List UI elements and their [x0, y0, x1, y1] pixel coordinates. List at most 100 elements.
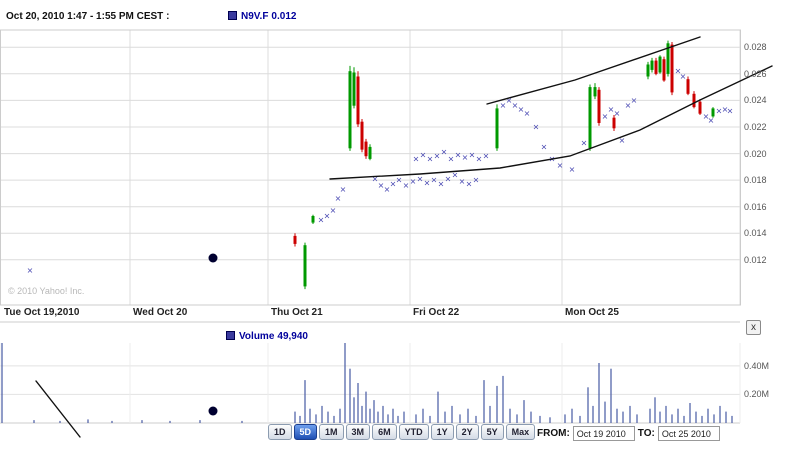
svg-text:×: ×: [417, 174, 424, 183]
svg-text:×: ×: [703, 112, 710, 121]
range-button-1y[interactable]: 1Y: [430, 424, 454, 440]
svg-text:×: ×: [469, 150, 476, 159]
range-button-2y[interactable]: 2Y: [455, 424, 479, 440]
svg-text:×: ×: [378, 181, 385, 190]
volume-legend: Volume 49,940: [226, 331, 311, 342]
range-button-5d[interactable]: 5D: [293, 424, 318, 440]
svg-text:×: ×: [722, 105, 729, 114]
price-tick-label: 0.028: [744, 42, 767, 53]
volume-plot: [0, 321, 741, 424]
svg-text:×: ×: [466, 180, 473, 189]
svg-text:×: ×: [476, 154, 483, 163]
date-tick-label: Thu Oct 21: [271, 307, 323, 318]
date-tick-label: Mon Oct 25: [565, 307, 619, 318]
close-button[interactable]: x: [746, 320, 761, 335]
svg-text:×: ×: [455, 150, 462, 159]
range-button-3m[interactable]: 3M: [345, 424, 371, 440]
last-price-label: 0.012: [271, 11, 297, 22]
copyright-label: © 2010 Yahoo! Inc.: [8, 286, 85, 296]
chart-header: Oct 20, 2010 1:47 - 1:55 PM CEST :: [6, 11, 169, 22]
volume-value: 49,940: [277, 331, 308, 342]
svg-text:×: ×: [424, 178, 431, 187]
svg-text:×: ×: [452, 170, 459, 179]
range-button-1m[interactable]: 1M: [319, 424, 344, 440]
price-tick-label: 0.014: [744, 228, 767, 239]
date-tick-label: Wed Oct 20: [133, 307, 188, 318]
volume-axis: 0.40M 0.20M: [744, 0, 800, 469]
range-button-6m[interactable]: 6M: [372, 424, 397, 440]
svg-text:×: ×: [524, 109, 531, 118]
svg-text:×: ×: [631, 96, 638, 105]
range-button-5y[interactable]: 5Y: [480, 424, 504, 440]
svg-text:×: ×: [372, 174, 379, 183]
date-tick-label: Tue Oct 19,2010: [4, 307, 80, 318]
svg-text:×: ×: [27, 266, 34, 275]
svg-text:×: ×: [438, 180, 445, 189]
svg-text:×: ×: [448, 154, 455, 163]
range-button-ytd[interactable]: YTD: [398, 424, 429, 440]
svg-text:×: ×: [413, 154, 420, 163]
range-button-max[interactable]: Max: [505, 424, 536, 440]
price-tick-label: 0.018: [744, 175, 767, 186]
svg-text:×: ×: [569, 165, 576, 174]
svg-text:×: ×: [420, 150, 427, 159]
svg-text:×: ×: [625, 101, 632, 110]
range-buttons: 1D 5D 1M 3M 6M YTD 1Y 2Y 5Y Max: [268, 424, 536, 440]
svg-text:×: ×: [506, 96, 513, 105]
price-tick-label: 0.022: [744, 121, 767, 132]
range-button-1d[interactable]: 1D: [268, 424, 292, 440]
to-label: TO:: [637, 428, 655, 439]
date-tick-label: Fri Oct 22: [413, 307, 460, 318]
price-axis: 0.028 0.026 0.024 0.022 0.020 0.018 0.016 0.014…: [744, 0, 800, 469]
price-grid: [0, 29, 741, 306]
svg-text:×: ×: [445, 174, 452, 183]
price-tick-label: 0.016: [744, 201, 767, 212]
to-date-input[interactable]: [657, 426, 720, 441]
volume-label: Volume: [239, 331, 275, 342]
svg-text:×: ×: [340, 185, 347, 194]
svg-text:×: ×: [675, 67, 682, 76]
svg-text:×: ×: [518, 105, 525, 114]
volume-tick-label: 0.20M: [744, 389, 770, 400]
svg-text:×: ×: [330, 206, 337, 215]
price-tick-label: 0.012: [744, 254, 767, 265]
svg-text:×: ×: [533, 123, 540, 132]
svg-text:×: ×: [619, 136, 626, 145]
svg-text:×: ×: [410, 177, 417, 186]
svg-text:×: ×: [483, 152, 490, 161]
series-swatch-icon: [228, 11, 237, 20]
svg-text:×: ×: [434, 152, 441, 161]
svg-text:×: ×: [324, 212, 331, 221]
svg-text:×: ×: [390, 180, 397, 189]
svg-text:×: ×: [396, 176, 403, 185]
price-tick-label: 0.026: [744, 68, 767, 79]
price-tick-label: 0.024: [744, 95, 767, 106]
svg-text:×: ×: [680, 72, 687, 81]
price-markers: ×× ×××××× ×× ×× × × × × ×× ×× × ×× × × × ×× × × × × ×××× × ×××…: [27, 67, 734, 275]
svg-text:×: ×: [557, 161, 564, 170]
svg-text:×: ×: [708, 116, 715, 125]
svg-text:×: ×: [608, 105, 615, 114]
svg-text:×: ×: [431, 176, 438, 185]
symbol-label: N9V.F: [241, 11, 269, 22]
svg-text:×: ×: [541, 142, 548, 151]
svg-text:×: ×: [500, 101, 507, 110]
svg-text:×: ×: [614, 109, 621, 118]
svg-text:×: ×: [318, 216, 325, 225]
svg-text:×: ×: [384, 185, 391, 194]
svg-text:×: ×: [727, 107, 734, 116]
from-label: FROM:: [537, 428, 570, 439]
volume-swatch-icon: [226, 331, 235, 340]
drawn-annotations: [35, 36, 773, 438]
svg-text:×: ×: [335, 194, 342, 203]
svg-text:×: ×: [462, 153, 469, 162]
svg-text:×: ×: [512, 101, 519, 110]
svg-text:×: ×: [581, 138, 588, 147]
svg-text:×: ×: [427, 154, 434, 163]
volume-tick-label: 0.40M: [744, 360, 770, 371]
date-range-controls: FROM: TO:: [537, 426, 720, 441]
from-date-input[interactable]: [572, 426, 635, 441]
svg-text:×: ×: [716, 107, 723, 116]
